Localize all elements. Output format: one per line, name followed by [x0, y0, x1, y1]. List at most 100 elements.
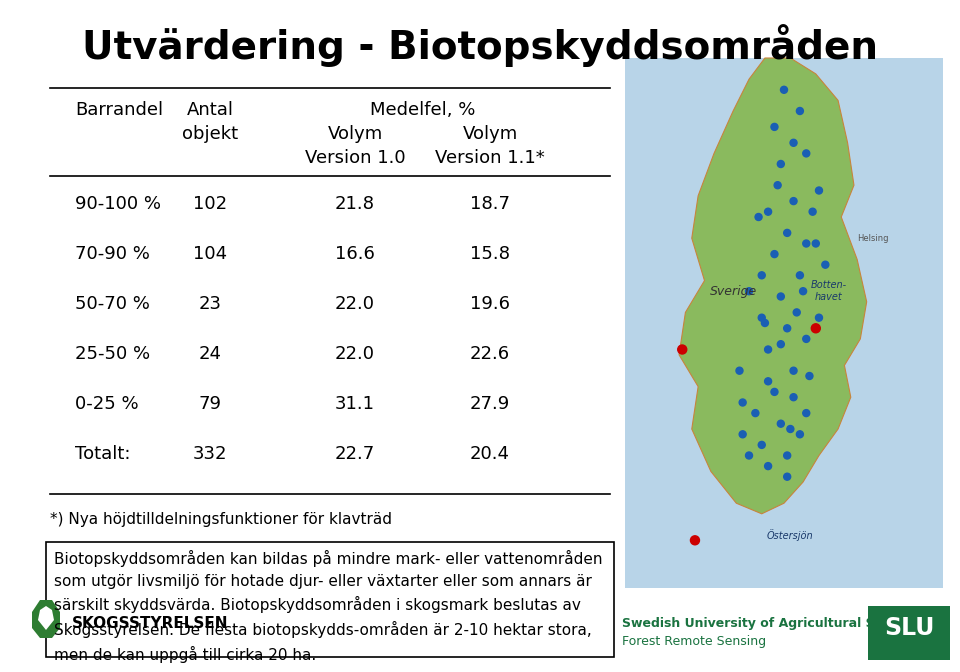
Circle shape — [806, 372, 813, 380]
Polygon shape — [679, 58, 867, 514]
Text: 22.0: 22.0 — [335, 345, 375, 363]
Circle shape — [822, 261, 828, 268]
Text: Biotopskyddsområden kan bildas på mindre mark- eller vattenområden
som utgör liv: Biotopskyddsområden kan bildas på mindre… — [54, 550, 603, 663]
Text: Östersjön: Östersjön — [767, 529, 814, 541]
Text: 90-100 %: 90-100 % — [75, 195, 161, 213]
Circle shape — [764, 346, 772, 353]
Text: 22.6: 22.6 — [470, 345, 510, 363]
Circle shape — [758, 442, 765, 448]
Circle shape — [783, 325, 791, 332]
Text: SKOGSSTYRELSEN: SKOGSSTYRELSEN — [72, 616, 228, 632]
Circle shape — [809, 208, 816, 215]
Text: 25-50 %: 25-50 % — [75, 345, 150, 363]
Text: SLU: SLU — [884, 616, 934, 640]
Text: 16.6: 16.6 — [335, 245, 375, 263]
Text: Antal: Antal — [186, 101, 233, 119]
Text: 104: 104 — [193, 245, 228, 263]
Text: 79: 79 — [199, 395, 222, 413]
Circle shape — [797, 271, 804, 279]
Text: objekt: objekt — [182, 125, 238, 143]
Circle shape — [797, 431, 804, 437]
Text: Sverige: Sverige — [709, 285, 756, 298]
Circle shape — [790, 394, 797, 401]
Text: Botten-
havet: Botten- havet — [810, 280, 847, 302]
Text: Forest Remote Sensing: Forest Remote Sensing — [622, 636, 766, 648]
Text: 22.7: 22.7 — [335, 445, 375, 463]
Text: Version 1.1*: Version 1.1* — [435, 149, 545, 167]
Circle shape — [764, 208, 772, 215]
Circle shape — [736, 367, 743, 374]
Circle shape — [790, 198, 797, 204]
Text: Volym: Volym — [327, 125, 383, 143]
Circle shape — [790, 139, 797, 146]
Text: Medelfel, %: Medelfel, % — [370, 101, 475, 119]
Circle shape — [761, 319, 768, 327]
Text: 20.4: 20.4 — [470, 445, 510, 463]
Text: Swedish University of Agricultural Sciences: Swedish University of Agricultural Scien… — [622, 618, 926, 630]
Circle shape — [793, 309, 801, 316]
Circle shape — [803, 410, 810, 417]
Text: *) Nya höjdtilldelningsfunktioner för klavträd: *) Nya höjdtilldelningsfunktioner för kl… — [50, 512, 392, 527]
Circle shape — [783, 452, 791, 459]
Polygon shape — [32, 600, 60, 638]
Circle shape — [787, 425, 794, 433]
Bar — [46, 542, 614, 657]
Circle shape — [815, 314, 823, 321]
Circle shape — [746, 452, 753, 459]
Circle shape — [790, 367, 797, 374]
Text: 70-90 %: 70-90 % — [75, 245, 150, 263]
Circle shape — [803, 335, 810, 343]
Text: Version 1.0: Version 1.0 — [304, 149, 405, 167]
Circle shape — [811, 324, 820, 333]
Circle shape — [756, 214, 762, 220]
Circle shape — [778, 293, 784, 300]
Circle shape — [778, 161, 784, 167]
Circle shape — [771, 251, 778, 257]
Text: 102: 102 — [193, 195, 228, 213]
Circle shape — [783, 229, 791, 237]
Circle shape — [797, 108, 804, 114]
Text: 31.1: 31.1 — [335, 395, 375, 413]
Circle shape — [815, 187, 823, 194]
Bar — [868, 606, 950, 660]
Circle shape — [803, 150, 810, 157]
Circle shape — [778, 420, 784, 427]
Text: Totalt:: Totalt: — [75, 445, 131, 463]
Circle shape — [739, 399, 746, 406]
Circle shape — [803, 240, 810, 247]
Circle shape — [774, 181, 781, 189]
Circle shape — [783, 473, 791, 480]
Text: 23: 23 — [199, 295, 222, 313]
Bar — [625, 58, 943, 588]
Text: 21.8: 21.8 — [335, 195, 375, 213]
Text: 27.9: 27.9 — [469, 395, 510, 413]
Circle shape — [746, 288, 753, 295]
Circle shape — [678, 345, 686, 354]
Circle shape — [800, 288, 806, 295]
Text: 24: 24 — [199, 345, 222, 363]
Circle shape — [778, 341, 784, 347]
Circle shape — [771, 388, 778, 395]
Text: 0-25 %: 0-25 % — [75, 395, 138, 413]
Polygon shape — [38, 606, 54, 630]
Circle shape — [812, 240, 819, 247]
Circle shape — [758, 314, 765, 321]
Text: Volym: Volym — [463, 125, 517, 143]
Circle shape — [780, 86, 787, 93]
Circle shape — [764, 378, 772, 385]
Circle shape — [690, 536, 700, 545]
Text: Barrandel: Barrandel — [75, 101, 163, 119]
Text: 18.7: 18.7 — [470, 195, 510, 213]
Text: Utvärdering - Biotopskyddsområden: Utvärdering - Biotopskyddsområden — [82, 24, 878, 67]
Circle shape — [764, 462, 772, 470]
Circle shape — [739, 431, 746, 437]
Circle shape — [771, 124, 778, 130]
Circle shape — [752, 410, 758, 417]
Circle shape — [758, 271, 765, 279]
Text: Helsing: Helsing — [857, 234, 889, 243]
Text: 22.0: 22.0 — [335, 295, 375, 313]
Text: 50-70 %: 50-70 % — [75, 295, 150, 313]
Text: 19.6: 19.6 — [470, 295, 510, 313]
Text: 15.8: 15.8 — [470, 245, 510, 263]
Text: 332: 332 — [193, 445, 228, 463]
